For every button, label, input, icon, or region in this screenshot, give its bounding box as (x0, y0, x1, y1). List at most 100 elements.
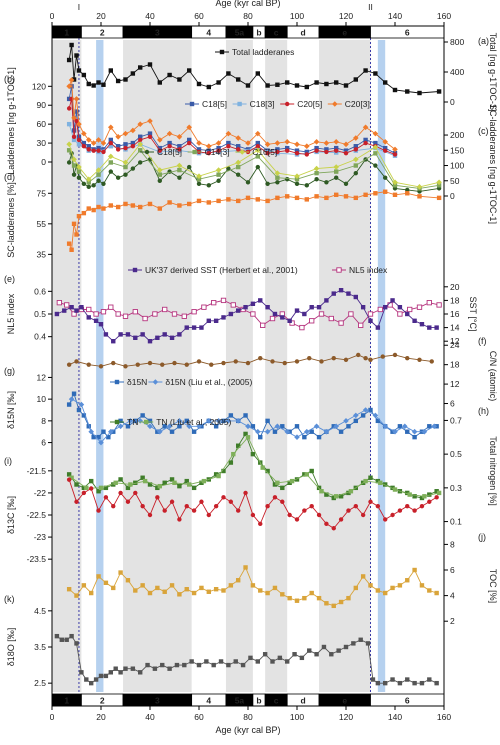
data-point (272, 482, 278, 487)
data-point (108, 169, 114, 174)
data-point (243, 431, 248, 437)
data-point (334, 169, 339, 174)
data-point (206, 318, 211, 323)
data-point (419, 680, 425, 686)
data-point (128, 482, 133, 487)
data-point (392, 352, 398, 358)
data-point (324, 81, 329, 87)
legend-entry: C16[5] (252, 147, 277, 157)
data-point (157, 145, 162, 151)
data-point (360, 305, 366, 310)
data-point (138, 134, 143, 139)
data-point (98, 322, 104, 327)
data-point (392, 428, 398, 435)
y-axis-label-k: δ18O [‰] (6, 628, 16, 667)
data-point (66, 472, 72, 477)
data-point (167, 666, 172, 671)
data-point (275, 175, 280, 180)
data-point (362, 124, 369, 131)
y-tick-label-a: 800 (450, 37, 464, 47)
data-point (284, 139, 290, 145)
y-tick-label-c: 50 (450, 176, 460, 186)
x-tick-label-top: 100 (290, 11, 304, 21)
data-point (122, 159, 129, 166)
data-point (316, 512, 322, 518)
data-point (353, 503, 358, 509)
data-point (275, 480, 280, 485)
data-point (122, 130, 129, 137)
data-point (392, 87, 398, 93)
data-point (264, 428, 271, 435)
data-point (187, 140, 192, 146)
mis-stage-label: 3 (155, 696, 160, 706)
data-point (140, 413, 145, 418)
y-tick-label-f: 24 (450, 340, 460, 350)
data-point (245, 195, 251, 201)
data-point (219, 49, 225, 55)
data-point (285, 177, 290, 182)
data-point (228, 499, 234, 504)
data-point (363, 137, 368, 143)
series-line (56, 635, 437, 684)
data-point (390, 585, 395, 591)
data-point (177, 517, 182, 522)
data-point (236, 164, 241, 170)
data-point (275, 149, 280, 155)
data-point (93, 311, 99, 317)
data-point (436, 179, 442, 186)
data-point (258, 521, 263, 527)
mis-stage-label: 6 (405, 28, 410, 38)
data-point (436, 183, 442, 188)
data-point (196, 173, 202, 179)
data-point (91, 183, 96, 188)
data-point (118, 418, 123, 424)
y-tick-label-e: 0.5 (34, 309, 46, 319)
data-point (56, 300, 63, 306)
data-point (76, 68, 82, 73)
data-point (368, 357, 373, 363)
data-point (133, 490, 138, 496)
data-point (373, 71, 378, 76)
data-point (98, 364, 104, 369)
data-point (294, 434, 300, 440)
data-point (282, 360, 287, 366)
data-point (237, 101, 242, 107)
data-point (324, 492, 329, 497)
data-point (176, 162, 183, 169)
data-point (240, 662, 246, 668)
data-point (215, 140, 222, 146)
data-point (206, 150, 211, 156)
legend-entry: δ15N (127, 377, 147, 387)
data-point (226, 140, 231, 146)
x-tick-label-bottom: 160 (437, 712, 451, 722)
data-point (114, 419, 120, 425)
mis-stage-label: b (256, 28, 261, 38)
data-point (258, 434, 263, 440)
panel-label-c: (c) (478, 126, 489, 136)
data-point (98, 673, 104, 679)
y-tick-label-i: -21.5 (27, 466, 47, 476)
mis-stage-label: c (274, 696, 279, 706)
data-point (353, 195, 358, 201)
data-point (162, 480, 167, 485)
data-point (294, 177, 300, 182)
data-point (177, 175, 182, 180)
data-point (343, 83, 349, 88)
data-point (390, 512, 395, 518)
data-point (54, 633, 60, 639)
data-point (71, 137, 77, 143)
y-axis-label-g: δ15N [‰] (6, 391, 16, 429)
data-point (375, 418, 381, 424)
y-tick-right-label-e: 20 (450, 282, 460, 292)
mis-stage-label: d (301, 28, 306, 38)
data-point (221, 360, 226, 366)
data-point (331, 495, 336, 501)
data-point (162, 424, 167, 429)
data-point (74, 499, 79, 504)
data-point (304, 152, 309, 157)
data-point (346, 424, 351, 429)
data-point (101, 429, 106, 434)
data-point (250, 512, 256, 518)
data-point (262, 652, 268, 657)
data-point (184, 478, 189, 484)
